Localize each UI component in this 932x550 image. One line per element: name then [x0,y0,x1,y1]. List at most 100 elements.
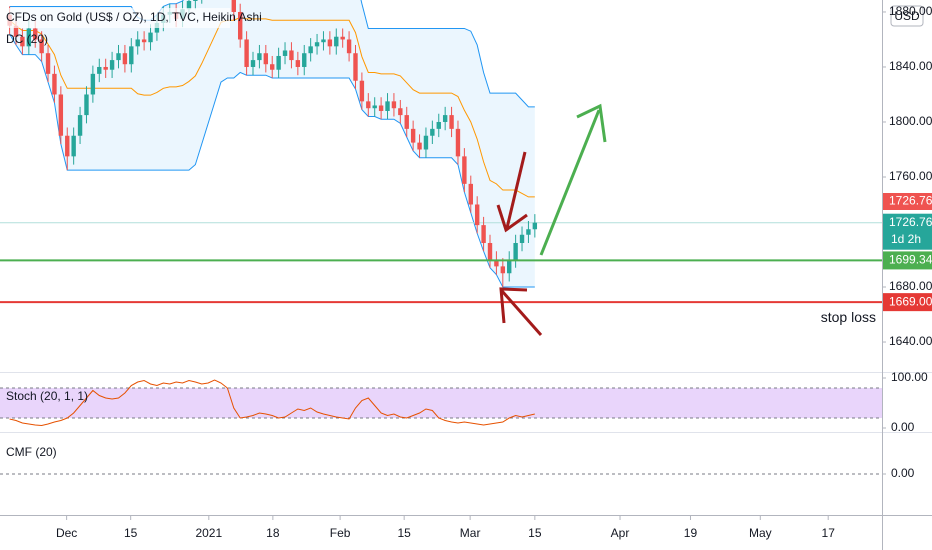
candle-body [84,94,89,116]
last-price-label: 1726.76 [889,215,932,229]
x-tick-label: 15 [124,526,138,540]
x-tick-label: 17 [822,526,836,540]
candle-body [308,46,313,54]
candle-body [237,11,243,40]
candle-body [302,53,307,67]
candle-body [449,115,454,129]
candle-body [372,105,377,109]
legend-bg [5,8,230,28]
candle-body [532,222,538,230]
candle-body [97,66,102,74]
candle-body [410,128,416,143]
candle-body [52,73,57,95]
level-label-box [883,293,932,312]
green-arrowhead [576,103,607,143]
candle-body [481,225,486,244]
candle-body [423,135,429,150]
candle-body [321,39,326,43]
candle-body [109,60,115,70]
x-tick-label: Dec [56,526,77,540]
y-tick-label: 1680.00 [889,279,932,293]
candle-body [404,115,409,129]
candle-body [378,105,384,111]
close-label: 1726.76 [889,194,932,208]
candle-body [334,36,339,47]
red-arrowhead [496,204,528,233]
candle-body [500,266,506,274]
candle-body [141,39,147,43]
x-tick-label: 2021 [195,526,222,540]
donchian-fill [9,0,535,288]
annotation-arrows [496,103,607,336]
candle-body [45,53,51,74]
candle-body [193,0,198,1]
candle-body [366,101,371,109]
x-tick-label: May [749,526,772,540]
stoch-title: Stoch (20, 1, 1) [6,389,88,403]
candle-body [148,32,153,43]
candle-body [346,39,352,54]
x-tick-label: Mar [460,526,481,540]
candle-body [65,135,70,157]
candle-body [526,229,531,235]
donchian-upper [9,0,535,108]
red-arrow [500,290,543,336]
y-tick-label: 1840.00 [889,59,932,73]
candle-body [116,53,121,61]
candle-body [270,64,275,70]
x-tick-label: 18 [266,526,280,540]
level-label-box [883,251,932,270]
last-price-box [883,213,932,250]
candle-body [282,50,288,56]
x-tick-label: 19 [684,526,698,540]
stoch-band-fill [0,388,882,418]
candle-body [90,73,96,95]
candle-body [507,259,512,274]
red-arrow [505,151,527,229]
candle-body [385,101,390,111]
candle-body [436,121,441,129]
currency: USD [894,9,920,23]
candle-body [186,0,192,10]
x-tick-label: 15 [397,526,411,540]
candle-body [327,39,333,47]
y-tick-label: 1760.00 [889,169,932,183]
cmf-title: CMF (20) [6,445,57,459]
currency-box[interactable] [890,5,924,27]
candle-body [455,128,461,157]
candle-body [244,39,249,67]
candle-body [289,50,294,61]
candle-body [77,115,83,136]
y-tick-label: 0.00 [891,420,915,434]
candle-body [257,53,262,61]
level-label: 1699.34 [889,253,932,267]
stoch-line [9,379,535,427]
candle-body [250,60,256,67]
candle-body [474,204,480,226]
candle-body [359,80,365,102]
candle-body [26,28,32,47]
candle-body [71,135,76,157]
x-tick-label: Apr [611,526,630,540]
y-tick-label: 100.00 [891,370,928,384]
candle-body [494,259,499,267]
close-label-box [883,193,932,210]
donchian-basis [9,16,535,198]
candle-body [295,60,301,67]
y-tick-label: 1800.00 [889,114,932,128]
candle-body [135,39,140,47]
candle-body [468,183,473,205]
candle-body [513,243,518,260]
green-arrow [539,109,601,256]
price-pane [0,0,882,288]
candle-body [20,36,25,47]
y-tick-label: 1640.00 [889,334,932,348]
y-tick-label: 0.00 [891,466,915,480]
candle-body [13,25,19,37]
candle-body [314,42,320,47]
candle-body [442,115,448,122]
chart-title: CFDs on Gold (US$ / OZ), 1D, TVC, Heikin… [6,10,262,24]
candle-body [340,36,345,40]
candle-body [430,128,435,136]
